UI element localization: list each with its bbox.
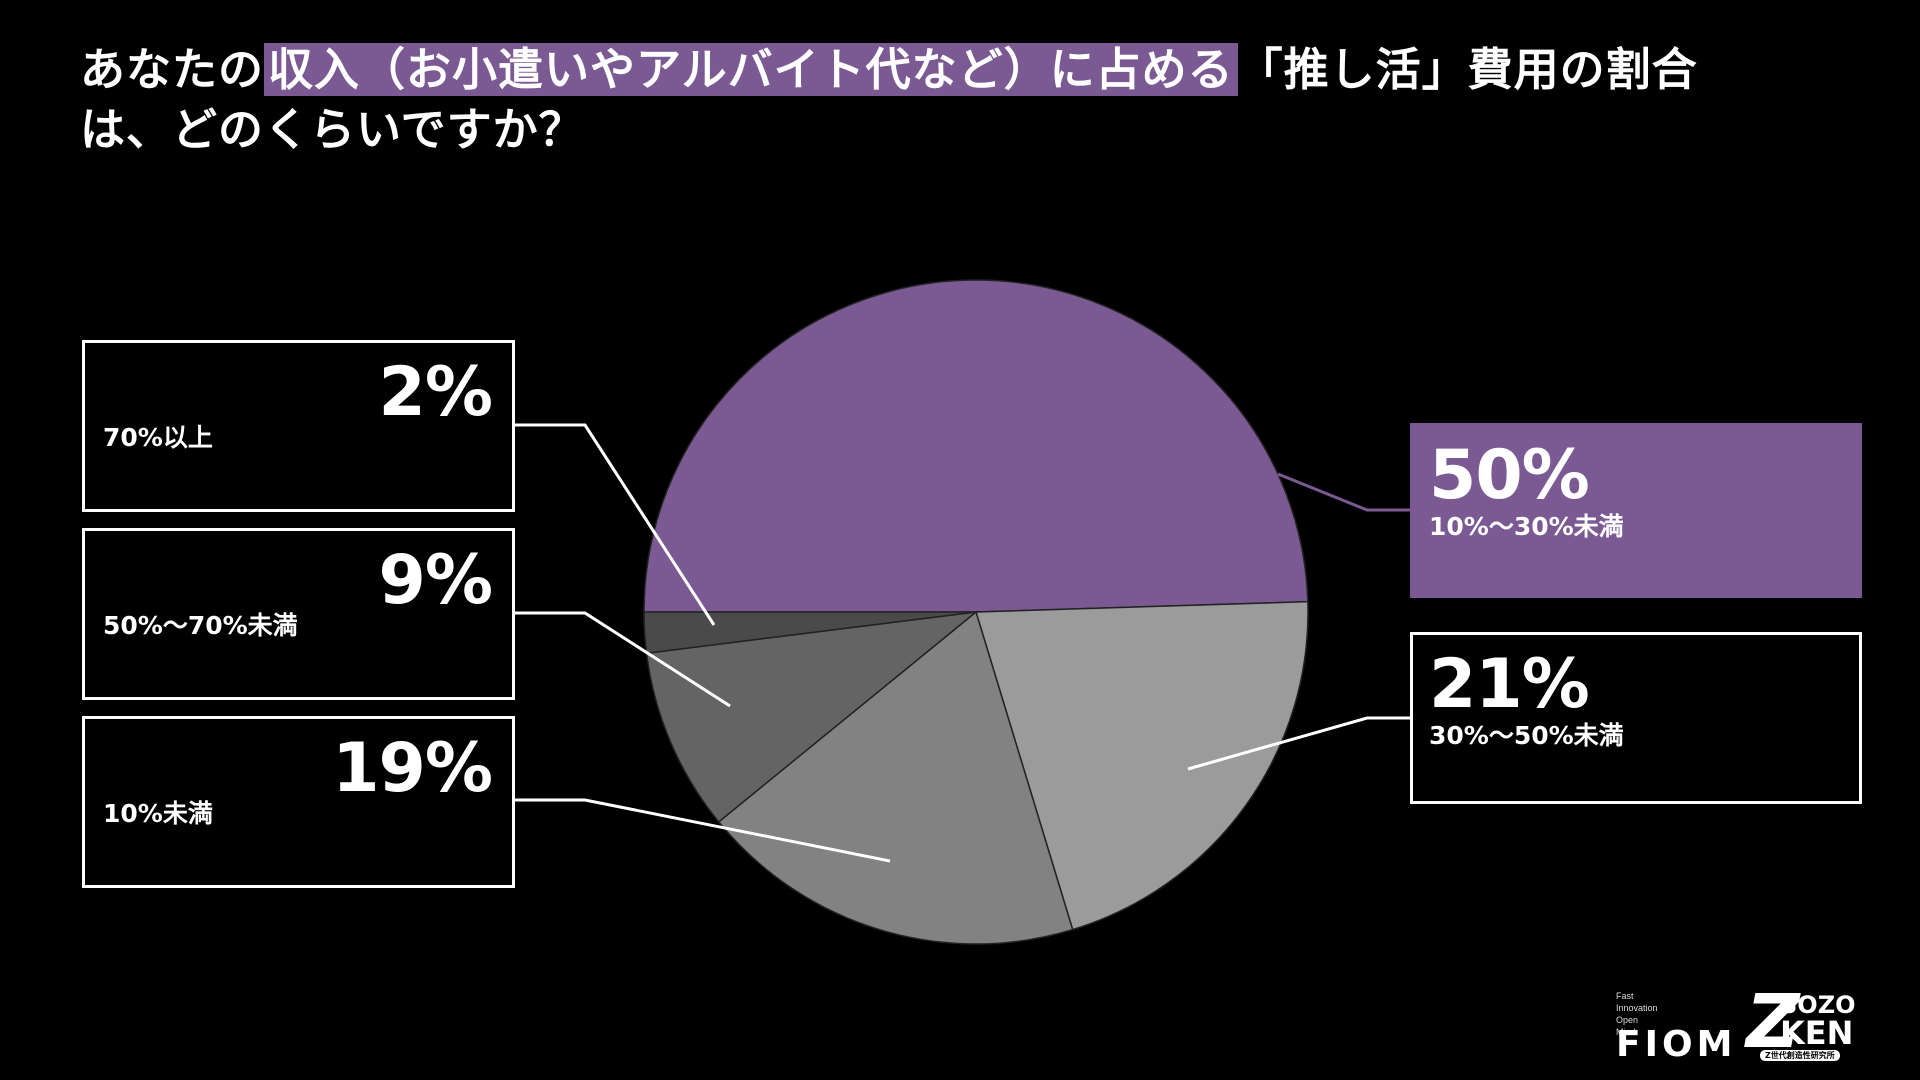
title-part2: 「推し活」費用の割合は、どのくらいですか？	[80, 43, 1698, 156]
title-part1: あなたの	[80, 43, 265, 96]
callout-50-70: 9% 50%〜70%未満	[82, 528, 515, 700]
sozoken-tagline: Z世代創造性研究所	[1760, 1050, 1840, 1061]
callout-under-10: 19% 10%未満	[82, 716, 515, 888]
fiom-wordmark: FIOM	[1616, 1024, 1737, 1065]
sozoken-z-mark: Z	[1746, 979, 1800, 1065]
sozoken-word-ken: KEN	[1780, 1014, 1854, 1052]
slice-category-label: 70%以上	[103, 423, 213, 452]
leader-line-10-30	[1277, 472, 1410, 512]
sozoken-word-sozo: SOZO	[1780, 991, 1856, 1019]
title-highlight: 収入（お小遣いやアルバイト代など）に占める	[264, 43, 1238, 96]
slice-value-label: 21%	[1429, 645, 1590, 724]
leader-line-under10	[515, 798, 891, 863]
fiom-sub-3: Open	[1616, 1015, 1639, 1025]
sozoken-logo: Z SOZO KEN Z世代創造性研究所	[1746, 984, 1866, 1065]
slice-category-label: 10%未満	[103, 799, 213, 828]
leader-line-70plus	[515, 423, 716, 626]
slice-value-label: 50%	[1429, 436, 1590, 515]
leader-line-30-50	[1187, 716, 1410, 771]
slice-category-label: 30%〜50%未満	[1429, 721, 1624, 750]
slice-category-label: 50%〜70%未満	[103, 611, 298, 640]
slice-value-label: 2%	[378, 353, 493, 432]
slice-under-10	[717, 610, 1074, 945]
slice-value-label: 19%	[332, 729, 493, 808]
callout-70-plus: 2% 70%以上	[82, 340, 515, 512]
slice-10-30	[643, 279, 1309, 613]
slice-category-label: 10%〜30%未満	[1429, 512, 1624, 541]
slice-30-50	[974, 600, 1309, 931]
fiom-sub-1: Fast	[1616, 991, 1634, 1001]
fiom-sub-4: Mind	[1616, 1027, 1636, 1037]
slice-value-label: 9%	[378, 541, 493, 620]
chart-title: あなたの収入（お小遣いやアルバイト代など）に占める「推し活」費用の割合は、どのく…	[80, 40, 1720, 160]
slice-50-70	[645, 610, 979, 823]
leader-line-50-70	[515, 611, 731, 708]
callout-10-30: 50% 10%〜30%未満	[1410, 423, 1862, 598]
callout-30-50: 21% 30%〜50%未満	[1410, 632, 1862, 804]
fiom-logo: Fast Innovation Open Mind FIOM	[1616, 990, 1746, 1065]
fiom-sub-2: Innovation	[1616, 1003, 1658, 1013]
